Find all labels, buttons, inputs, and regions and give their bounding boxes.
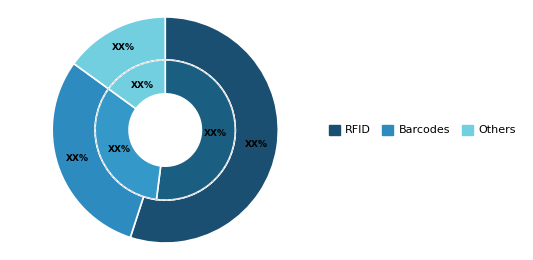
Wedge shape <box>130 17 278 243</box>
Text: XX%: XX% <box>204 129 227 138</box>
Text: XX%: XX% <box>108 146 131 154</box>
Wedge shape <box>95 89 160 199</box>
Text: XX%: XX% <box>112 43 135 53</box>
Wedge shape <box>157 60 235 200</box>
Wedge shape <box>52 63 143 238</box>
Wedge shape <box>74 17 165 89</box>
Text: XX%: XX% <box>131 81 154 90</box>
Wedge shape <box>109 60 165 109</box>
Text: XX%: XX% <box>245 140 268 149</box>
Legend: RFID, Barcodes, Others: RFID, Barcodes, Others <box>325 121 519 139</box>
Text: XX%: XX% <box>66 154 89 163</box>
